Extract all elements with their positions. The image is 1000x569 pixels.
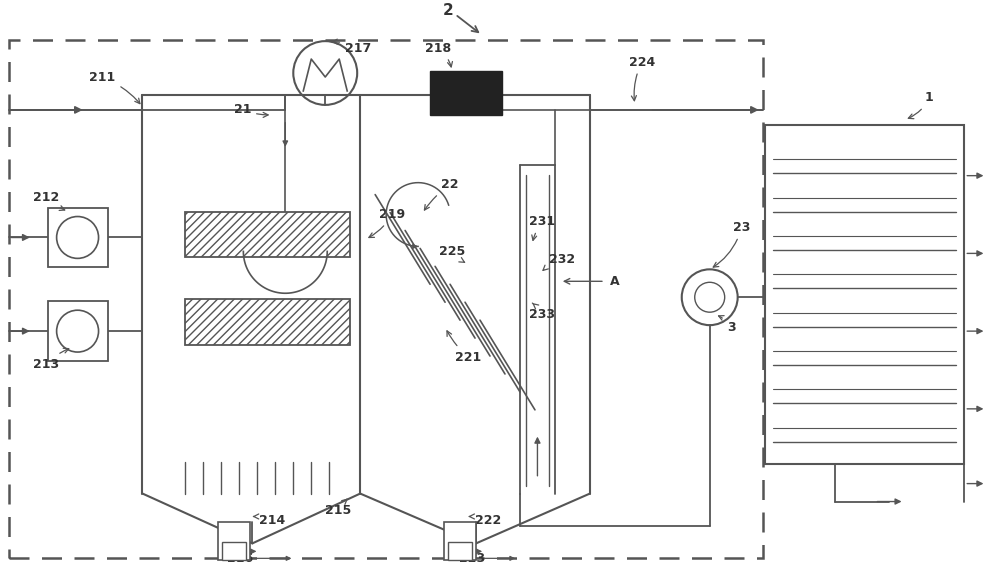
Text: 2: 2 <box>443 3 453 18</box>
Bar <box>444 522 476 560</box>
Bar <box>448 542 472 560</box>
Bar <box>48 301 108 361</box>
Text: 221: 221 <box>447 331 481 364</box>
Bar <box>9 40 763 558</box>
Text: 21: 21 <box>234 104 268 117</box>
Text: 218: 218 <box>425 42 452 67</box>
Bar <box>185 299 350 345</box>
Text: A: A <box>610 275 620 288</box>
Bar <box>185 212 350 257</box>
Text: 212: 212 <box>33 191 65 211</box>
Text: 217: 217 <box>332 39 371 55</box>
Text: 23: 23 <box>713 221 750 267</box>
Text: 22: 22 <box>424 178 459 210</box>
Bar <box>430 71 502 115</box>
Text: 215: 215 <box>325 499 351 517</box>
Text: 224: 224 <box>629 56 655 101</box>
Text: 213: 213 <box>33 348 69 370</box>
Text: 222: 222 <box>469 514 501 527</box>
Text: 225: 225 <box>439 245 465 262</box>
Text: 3: 3 <box>719 316 736 333</box>
Bar <box>222 542 246 560</box>
Text: 211: 211 <box>89 72 140 104</box>
Text: 232: 232 <box>543 253 575 270</box>
Text: 219: 219 <box>369 208 405 237</box>
Text: 233: 233 <box>529 303 555 321</box>
Bar <box>765 125 964 464</box>
Text: 223: 223 <box>459 552 485 565</box>
Text: 1: 1 <box>908 92 934 119</box>
Text: 214: 214 <box>253 514 285 527</box>
Bar <box>48 208 108 267</box>
Bar <box>218 522 250 560</box>
Text: 216: 216 <box>227 552 253 565</box>
Text: 231: 231 <box>529 215 555 240</box>
